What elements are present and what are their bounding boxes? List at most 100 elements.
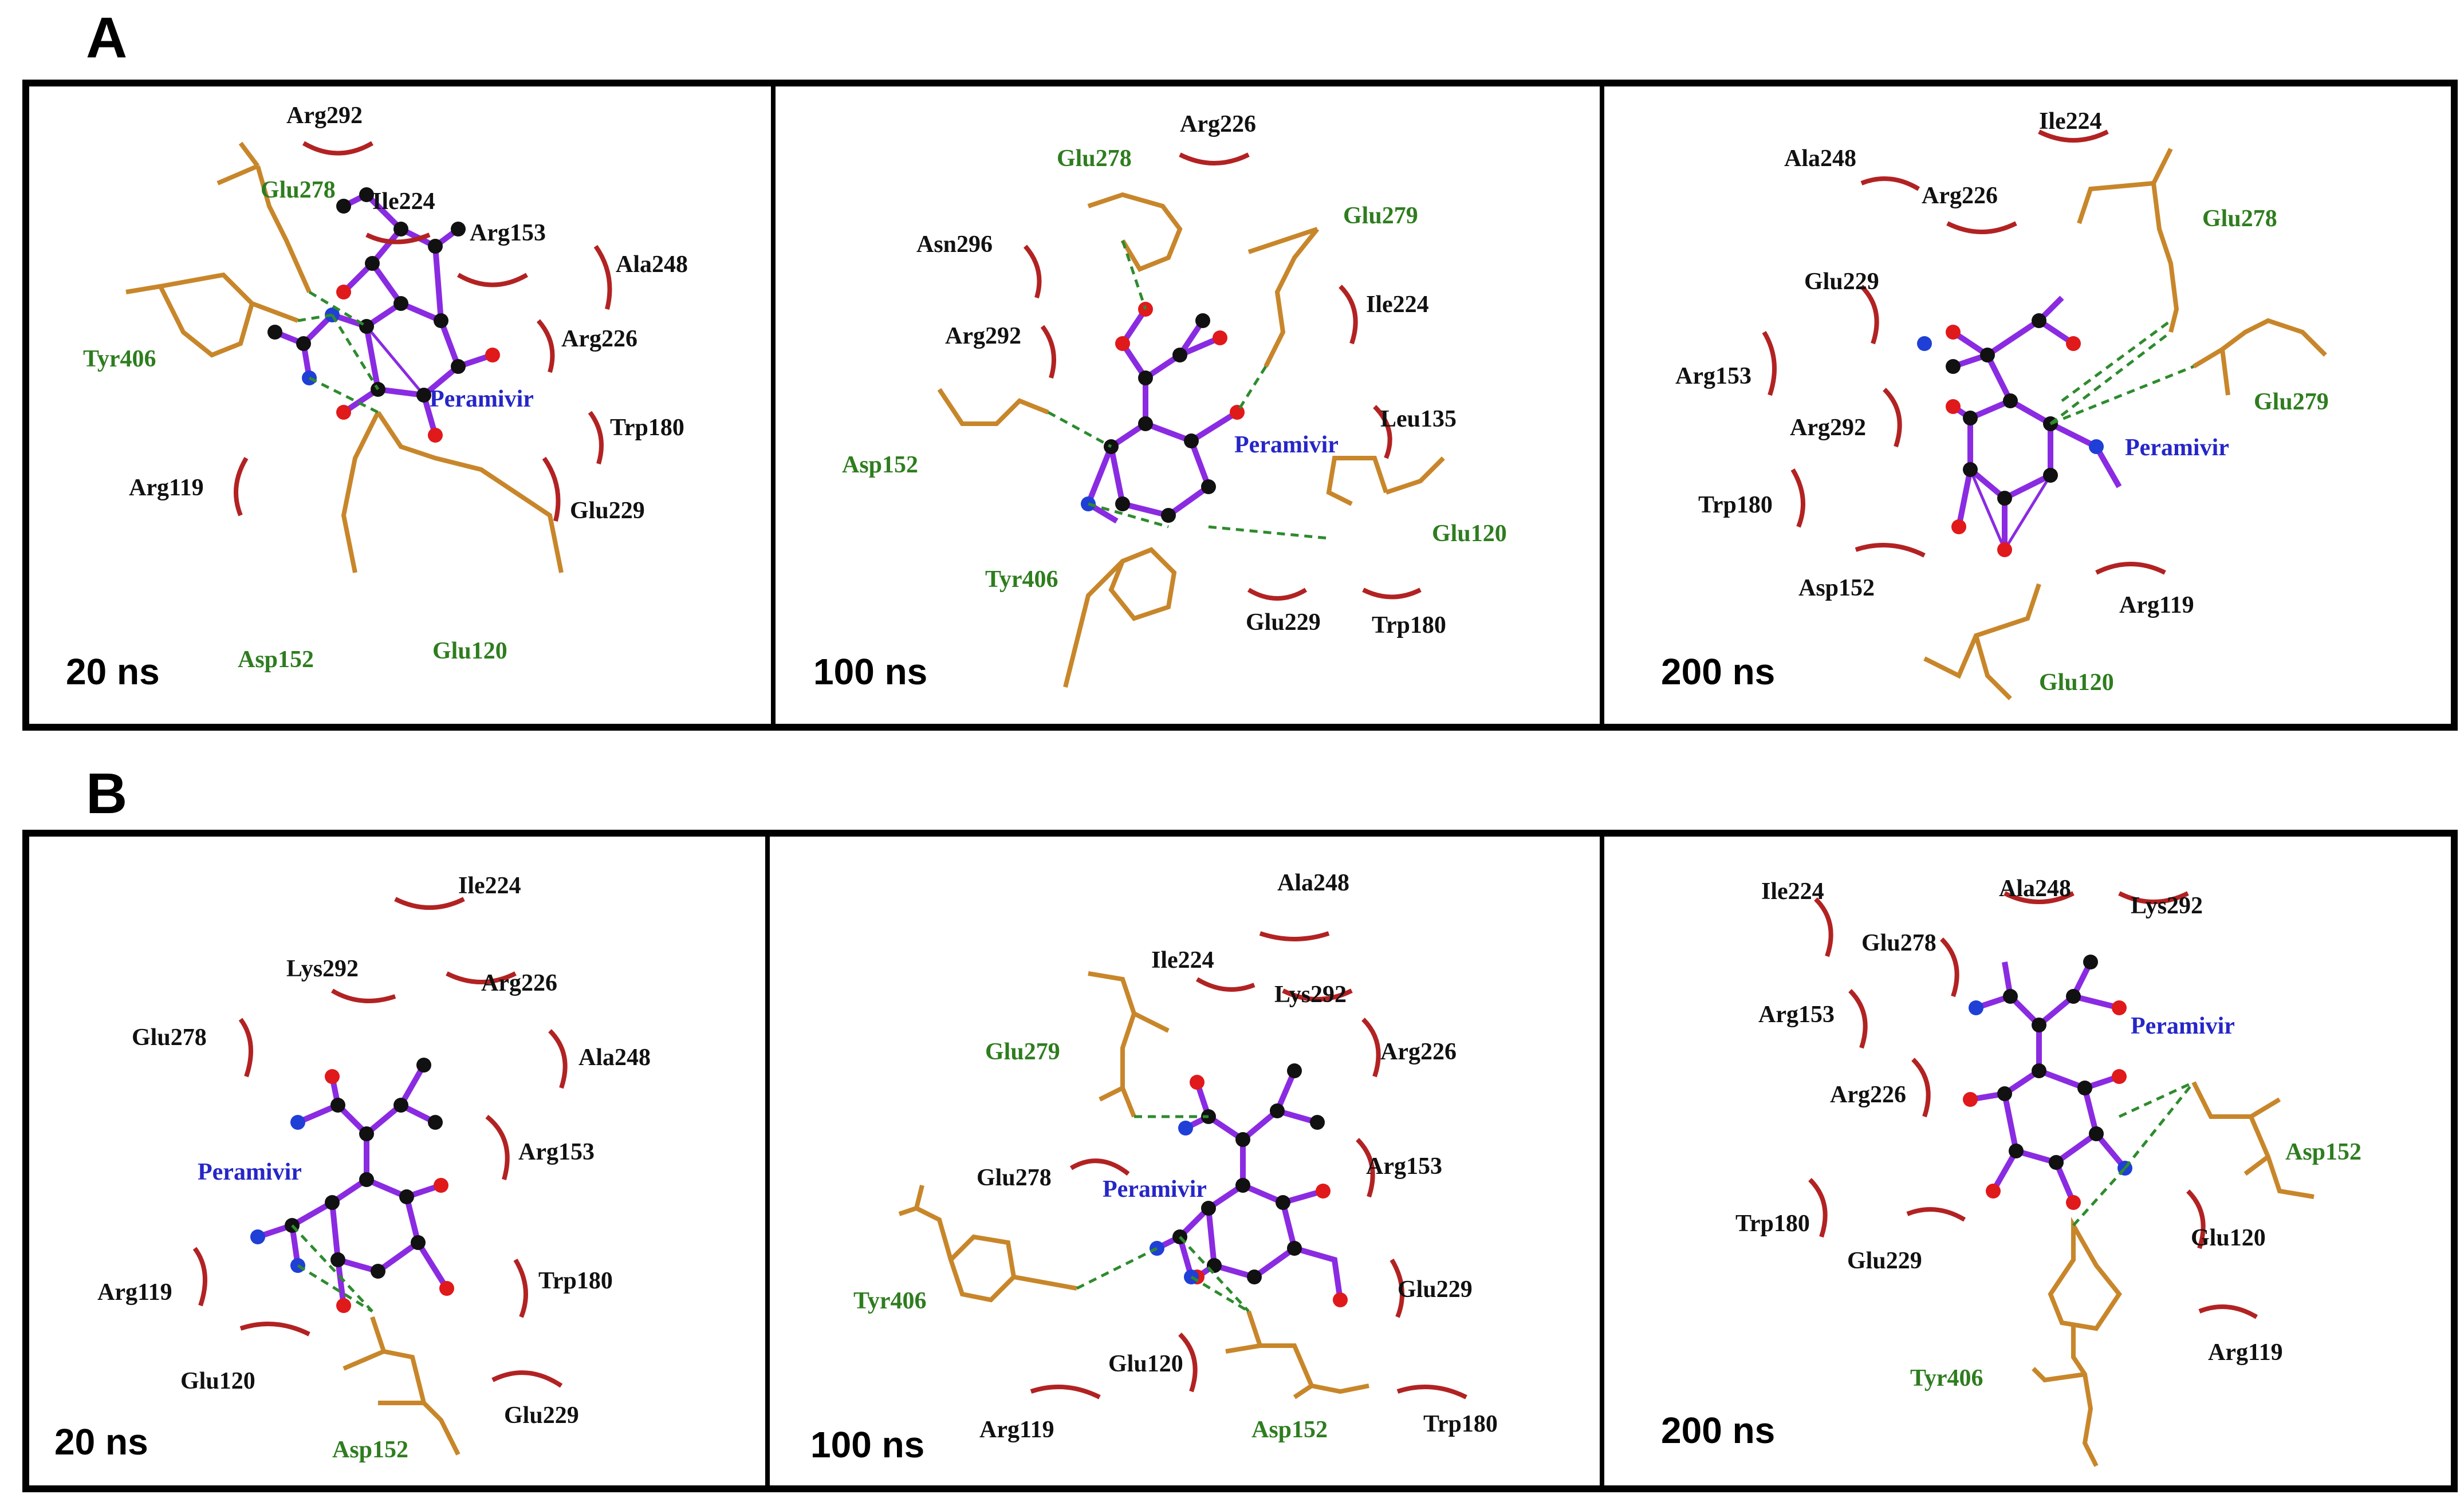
hydrophobic-label: Arg119	[97, 1279, 172, 1306]
hbonds	[2049, 319, 2194, 425]
hydrophobic-label: Glu120	[1108, 1351, 1183, 1377]
residue-glu120	[1326, 456, 1445, 506]
hydrophobic-label: Lys292	[2131, 893, 2203, 919]
hydrophobic-label: Leu135	[1380, 406, 1457, 432]
hydrophobic-arcs	[192, 897, 568, 1388]
hydrophobic-label: Ala248	[578, 1044, 651, 1071]
hydrophobic-label: Glu278	[132, 1024, 207, 1051]
hydrophobic-arcs	[1808, 891, 2258, 1319]
hbond-label: Asp152	[842, 452, 918, 478]
hbond-label: Tyr406	[853, 1288, 927, 1314]
hydrophobic-label: Arg119	[2119, 592, 2194, 618]
section-b: Ile224 Lys292 Arg226 Glu278 Ala248 Arg15…	[22, 830, 2458, 1492]
hbond-label: Glu278	[261, 177, 336, 203]
hydrophobic-label: Glu278	[977, 1165, 1052, 1191]
section-label-a: A	[86, 6, 127, 70]
hydrophobic-label: Glu229	[504, 1402, 579, 1429]
hydrophobic-label: Arg153	[1366, 1153, 1442, 1180]
hydrophobic-label: Asn296	[916, 231, 993, 258]
hydrophobic-label: Ile224	[372, 188, 435, 215]
hydrophobic-label: Glu229	[1804, 269, 1879, 295]
hbonds	[1076, 1115, 1250, 1313]
hydrophobic-label: Arg226	[481, 970, 557, 996]
residue-tyr406	[125, 272, 299, 358]
residue-tyr406	[898, 1185, 1077, 1303]
time-label: 200 ns	[1661, 651, 1775, 692]
hydrophobic-arcs	[234, 141, 612, 522]
residue-asp152-glu120	[341, 411, 564, 573]
hbond-label: Glu279	[1343, 203, 1418, 229]
hydrophobic-label: Arg292	[286, 102, 363, 129]
hbond-label: Tyr406	[83, 346, 156, 372]
hydrophobic-label: Arg226	[1380, 1039, 1457, 1065]
residue-asp152	[937, 388, 1049, 426]
residue-glu279	[1088, 971, 1170, 1118]
hydrophobic-label: Asp152	[1798, 575, 1875, 601]
hydrophobic-label: Glu229	[1398, 1276, 1473, 1303]
hydrophobic-label: Glu229	[1847, 1248, 1922, 1274]
hbond-label: Glu278	[1057, 145, 1132, 172]
hbond-label: Tyr406	[985, 566, 1058, 593]
hydrophobic-label: Ala248	[1277, 870, 1349, 896]
hbond-label: Glu279	[985, 1039, 1060, 1065]
time-label: 200 ns	[1661, 1410, 1775, 1451]
section-a: Arg292 Ile224 Arg153 Ala248 Arg226 Trp18…	[22, 80, 2458, 731]
residue-asp152	[343, 1316, 460, 1456]
residue-glu279	[1247, 227, 1320, 368]
hydrophobic-arcs	[1030, 931, 1467, 1399]
hydrophobic-label: Arg292	[1790, 415, 1866, 441]
hydrophobic-label: Glu278	[1861, 930, 1936, 956]
hydrophobic-label: Ile224	[1366, 291, 1429, 318]
hydrophobic-label: Glu120	[2191, 1225, 2266, 1251]
hydrophobic-label: Arg119	[979, 1417, 1054, 1443]
residue-asp152	[1225, 1310, 1369, 1399]
ligand-label: Peramivir	[1234, 432, 1339, 458]
hbond-label: Glu120	[2039, 669, 2114, 696]
residue-glu278	[1087, 192, 1183, 272]
ligand-molecule	[1963, 955, 2132, 1210]
ligand-label: Peramivir	[198, 1159, 302, 1185]
panel-a-100ns: Arg226 Asn296 Ile224 Arg292 Leu135 Glu22…	[813, 111, 1507, 692]
hydrophobic-label: Trp180	[1698, 492, 1773, 518]
hydrophobic-label: Ala248	[1999, 876, 2071, 902]
hbonds	[291, 1224, 373, 1313]
hbond-label: Asp152	[2285, 1139, 2361, 1165]
residue-glu279	[2192, 318, 2327, 396]
hydrophobic-label: Glu229	[570, 498, 645, 524]
hbond-label: Asp152	[1251, 1417, 1328, 1443]
section-label-b: B	[86, 762, 127, 826]
hbonds	[1047, 240, 1329, 540]
panel-b-100ns: Ala248 Ile224 Lys292 Arg226 Arg153 Glu27…	[810, 870, 1498, 1465]
time-label: 100 ns	[810, 1424, 924, 1465]
ligand-label: Peramivir	[430, 386, 534, 412]
panel-frame	[22, 830, 2458, 1492]
hydrophobic-label: Arg226	[561, 326, 637, 352]
hydrophobic-label: Trp180	[1423, 1411, 1498, 1437]
panel-a-200ns: Ile224 Ala248 Arg226 Glu229 Arg153 Arg29…	[1661, 108, 2329, 700]
hbond-label: Tyr406	[1910, 1365, 1983, 1391]
hydrophobic-label: Glu229	[1246, 609, 1321, 636]
hydrophobic-label: Arg226	[1922, 183, 1998, 209]
hbond-label: Asp152	[332, 1437, 408, 1463]
hydrophobic-label: Lys292	[286, 956, 359, 982]
ligand-molecule	[1081, 302, 1245, 524]
ligand-molecule	[250, 1058, 454, 1313]
hydrophobic-label: Arg292	[945, 323, 1021, 349]
hydrophobic-label: Ile224	[1761, 878, 1824, 905]
ligand-label: Peramivir	[2131, 1013, 2235, 1039]
hydrophobic-label: Glu120	[180, 1368, 255, 1394]
hydrophobic-label: Arg153	[518, 1139, 595, 1165]
residue-tyr406	[1063, 547, 1177, 688]
hbond-label: Glu120	[432, 638, 507, 664]
hydrophobic-label: Trp180	[1372, 612, 1446, 638]
hbonds	[2072, 1081, 2195, 1227]
hydrophobic-label: Ile224	[458, 873, 521, 899]
panel-b-200ns: Ile224 Ala248 Lys292 Glu278 Arg153 Arg22…	[1661, 876, 2361, 1467]
hydrophobic-label: Arg119	[2208, 1339, 2283, 1366]
hydrophobic-label: Trp180	[538, 1268, 613, 1294]
residue-glu278	[217, 141, 312, 293]
hydrophobic-label: Lys292	[1274, 981, 1347, 1008]
time-label: 100 ns	[813, 651, 927, 692]
hydrophobic-label: Arg153	[470, 220, 546, 246]
time-label: 20 ns	[54, 1421, 148, 1462]
